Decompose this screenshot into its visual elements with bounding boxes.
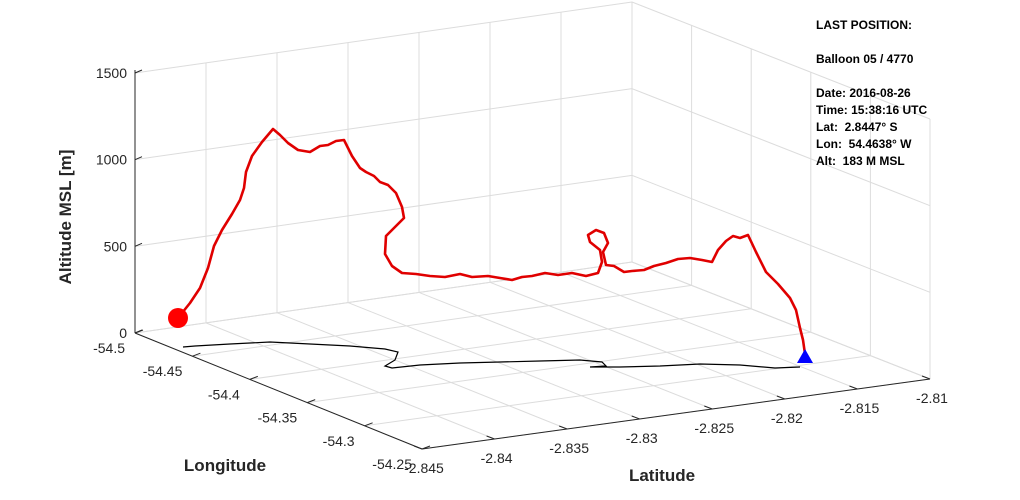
latitude-tick-label: -2.84 [481,450,513,466]
info-balloon: Balloon 05 / 4770 [816,52,914,66]
floor-grid-lat [347,302,640,420]
flight-track-line [176,127,807,355]
start-marker [168,308,188,328]
latitude-tick-label: -2.83 [626,430,658,446]
wall-grid-alt [134,261,931,380]
longitude-tick-label: -54.4 [208,386,240,402]
longitude-tick [421,445,431,450]
latitude-axis-title: Latitude [629,466,695,485]
info-date: Date: 2016-08-26 [816,86,911,100]
longitude-axis-title: Longitude [184,456,266,475]
longitude-tick [307,399,316,404]
latitude-tick [631,415,640,420]
latitude-tick-label: -2.835 [549,440,589,456]
latitude-tick [558,425,568,430]
latitude-tick [776,395,786,400]
longitude-tick-label: -54.5 [93,340,125,356]
longitude-tick-label: -54.25 [372,456,412,472]
floor-grid-lat [276,312,568,430]
latitude-tick [704,405,713,410]
latitude-tick [486,435,495,440]
floor-grid-lat [418,291,713,410]
latitude-tick [921,375,931,380]
floor-grid-lat [489,281,786,400]
wall-grid-alt [134,88,931,207]
floor-grid-lon [307,331,811,404]
wall-grid-alt [134,1,931,120]
altitude-tick [134,242,143,247]
latitude-tick-label: -2.845 [404,460,444,476]
last-position-panel: LAST POSITION: Balloon 05 / 4770 Date: 2… [816,17,927,170]
end-marker [797,349,813,363]
latitude-tick-label: -2.825 [694,420,734,436]
info-alt: Alt: 183 M MSL [816,154,905,168]
altitude-tick-label: 500 [104,238,128,254]
wall-grid-alt [134,174,931,293]
altitude-tick-label: 1000 [96,152,127,168]
altitude-tick-label: 0 [119,325,127,341]
longitude-tick [192,352,201,357]
latitude-tick-label: -2.815 [840,400,880,416]
floor-grid-lon [192,284,692,357]
info-time: Time: 15:38:16 UTC [816,103,928,117]
info-lon: Lon: 54.4638° W [816,137,912,151]
latitude-tick [849,385,858,390]
grid-lines [134,1,931,450]
ground-track-line [182,341,801,369]
info-lat: Lat: 2.8447° S [816,120,898,134]
longitude-tick [364,422,373,427]
axis-box [134,70,931,450]
altitude-axis-title: Altitude MSL [m] [56,150,75,285]
tick-labels: 0 500 1000 1500 -54.5 -54.45 -54.4 -54.35 -54.3 -… [93,65,948,476]
floor-grid-lat [560,271,858,390]
longitude-tick-label: -54.45 [143,363,183,379]
altitude-tick [134,156,143,161]
latitude-axis-line [421,378,931,450]
latitude-tick-label: -2.82 [771,410,803,426]
longitude-tick [134,329,144,334]
altitude-tick-label: 1500 [96,65,127,81]
latitude-tick-label: -2.81 [916,390,948,406]
latitude-tick [413,445,423,450]
floor-grid-lat [205,322,495,440]
info-heading: LAST POSITION: [816,18,912,32]
altitude-tick [134,69,143,74]
longitude-axis-line [134,332,423,450]
longitude-tick [249,375,258,380]
floor-grid-lon [249,308,752,380]
longitude-tick-label: -54.35 [257,410,297,426]
longitude-tick-label: -54.3 [323,433,355,449]
